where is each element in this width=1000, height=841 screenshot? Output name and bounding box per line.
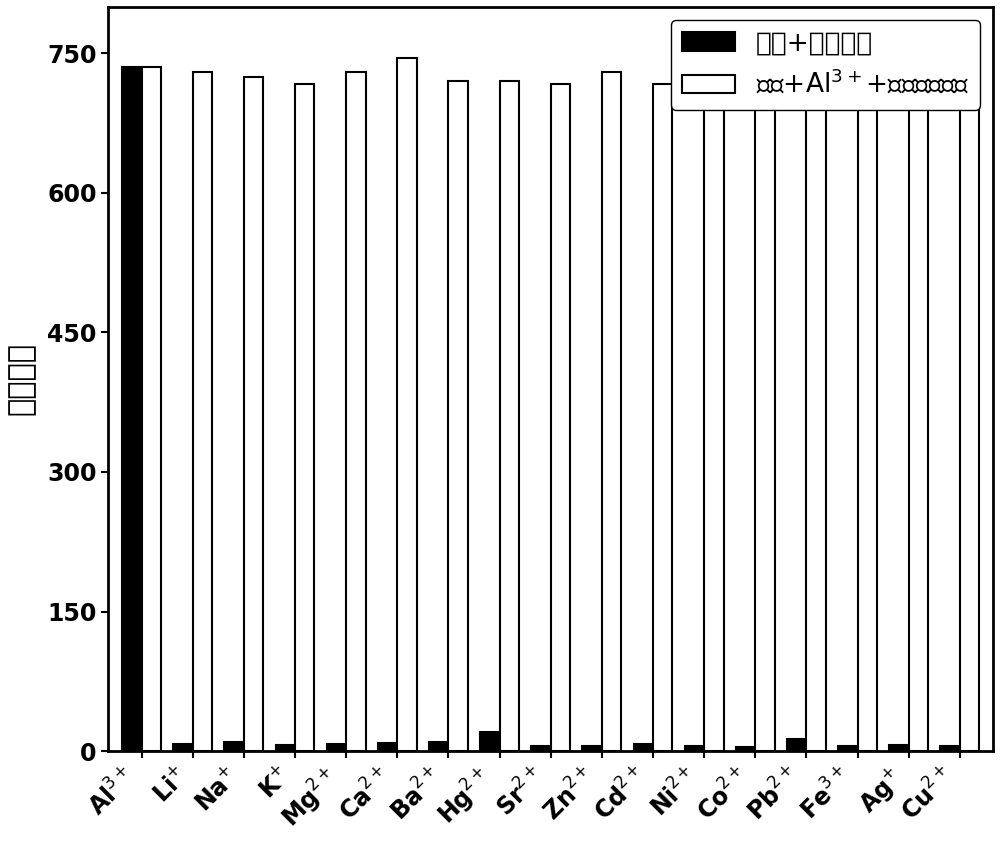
Bar <box>276 744 295 751</box>
Bar <box>327 743 346 751</box>
Bar <box>634 743 653 751</box>
Bar <box>960 82 979 751</box>
Bar <box>704 86 724 751</box>
Bar <box>755 82 775 751</box>
Bar <box>173 743 193 751</box>
Bar <box>736 748 755 751</box>
Bar <box>244 77 263 751</box>
Bar <box>909 89 928 751</box>
Bar <box>429 742 448 751</box>
Bar <box>480 733 500 751</box>
Bar <box>858 72 877 751</box>
Y-axis label: 荧光强度: 荧光强度 <box>7 342 36 415</box>
Bar <box>448 82 468 751</box>
Bar <box>551 84 570 751</box>
Bar <box>531 746 551 751</box>
Bar <box>397 58 417 751</box>
Bar <box>685 746 704 751</box>
Bar <box>224 742 244 751</box>
Legend: 探针+金属离子, 探针+Al$^{3+}$+其他金属离子: 探针+金属离子, 探针+Al$^{3+}$+其他金属离子 <box>671 20 980 109</box>
Bar <box>806 82 826 751</box>
Bar <box>378 743 397 751</box>
Bar <box>889 744 909 751</box>
Bar <box>295 84 314 751</box>
Bar <box>346 72 366 751</box>
Bar <box>940 746 960 751</box>
Bar <box>500 82 519 751</box>
Bar <box>193 72 212 751</box>
Bar <box>142 67 161 751</box>
Bar <box>838 746 858 751</box>
Bar <box>787 739 806 751</box>
Bar <box>122 67 142 751</box>
Bar <box>602 72 621 751</box>
Bar <box>653 84 672 751</box>
Bar <box>582 746 602 751</box>
